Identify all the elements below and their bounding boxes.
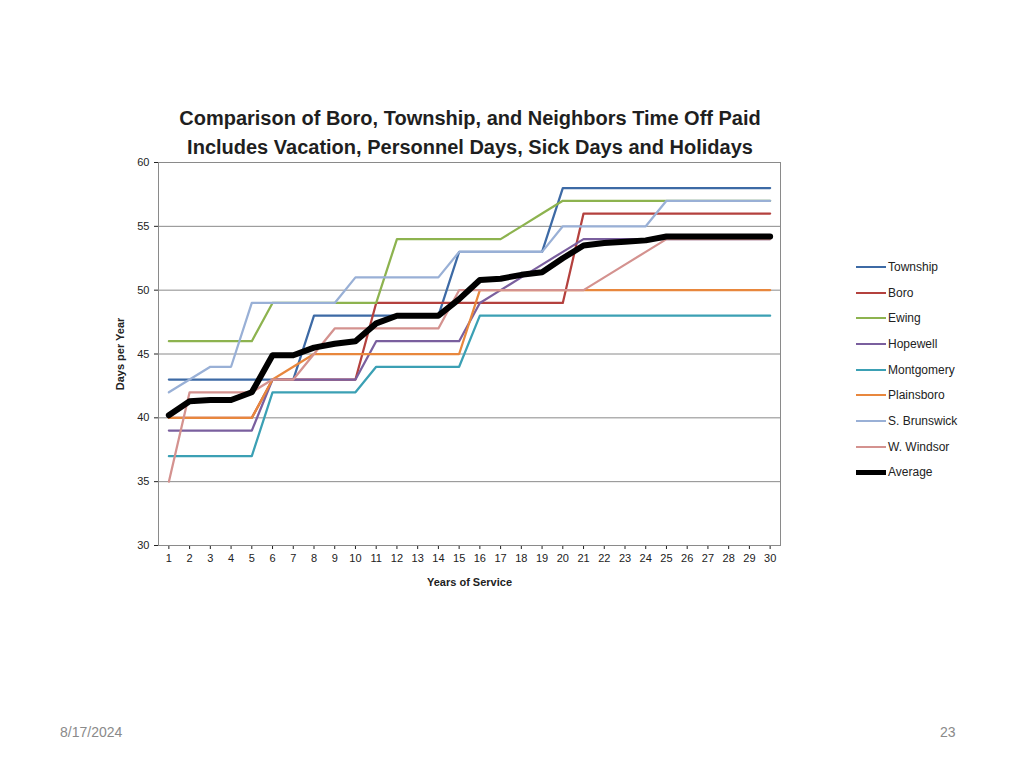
html-text:23: 23	[940, 724, 956, 740]
svg-text:60: 60	[137, 156, 149, 168]
html-text:Boro: Boro	[888, 285, 914, 300]
svg-text:30: 30	[137, 539, 149, 551]
svg-text:55: 55	[137, 220, 149, 232]
svg-text:9: 9	[332, 552, 338, 564]
html-text:Comparison of Boro, Township,: Comparison of Boro, Township, and Neighb…	[179, 107, 761, 129]
svg-text:22: 22	[598, 552, 610, 564]
svg-text:28: 28	[723, 552, 735, 564]
svg-text:11: 11	[370, 552, 381, 564]
svg-text:2: 2	[187, 552, 193, 564]
html-text:Montgomery: Montgomery	[888, 362, 955, 377]
svg-text:29: 29	[743, 552, 755, 564]
svg-text:13: 13	[412, 552, 424, 564]
svg-text:23: 23	[619, 552, 631, 564]
svg-text:8: 8	[311, 552, 317, 564]
svg-text:10: 10	[349, 552, 361, 564]
svg-text:26: 26	[681, 552, 693, 564]
svg-text:19: 19	[536, 552, 548, 564]
html-text:S. Brunswick: S. Brunswick	[888, 414, 958, 428]
svg-text:25: 25	[660, 552, 672, 564]
svg-text:5: 5	[249, 552, 255, 564]
svg-text:18: 18	[515, 552, 527, 564]
html-text:Includes Vacation, Personnel D: Includes Vacation, Personnel Days, Sick …	[187, 136, 753, 158]
svg-text:6: 6	[269, 552, 275, 564]
svg-text:15: 15	[453, 552, 465, 564]
svg-text:7: 7	[290, 552, 296, 564]
svg-text:3: 3	[207, 552, 213, 564]
svg-text:16: 16	[474, 552, 486, 564]
svg-text:12: 12	[391, 552, 403, 564]
svg-text:40: 40	[137, 411, 149, 423]
html-text:Average: Average	[888, 465, 933, 480]
html-text:Township: Township	[888, 259, 938, 274]
svg-text:24: 24	[640, 552, 652, 564]
html-text:W. Windsor: W. Windsor	[888, 439, 950, 454]
html-text:Hopewell: Hopewell	[888, 336, 938, 351]
svg-text:30: 30	[764, 552, 776, 564]
svg-text:21: 21	[577, 552, 589, 564]
svg-text:27: 27	[702, 552, 714, 564]
svg-text:Years of Service: Years of Service	[427, 576, 512, 588]
svg-text:17: 17	[494, 552, 506, 564]
html-text:Ewing: Ewing	[888, 311, 921, 326]
svg-text:35: 35	[137, 475, 149, 487]
html-text:8/17/2024: 8/17/2024	[60, 724, 123, 740]
html-text:Plainsboro: Plainsboro	[888, 388, 945, 403]
svg-text:50: 50	[137, 284, 149, 296]
svg-text:4: 4	[228, 552, 234, 564]
svg-text:14: 14	[432, 552, 444, 564]
svg-text:Days per Year: Days per Year	[114, 317, 126, 390]
svg-text:45: 45	[137, 348, 149, 360]
svg-text:1: 1	[166, 552, 172, 564]
svg-text:20: 20	[557, 552, 569, 564]
